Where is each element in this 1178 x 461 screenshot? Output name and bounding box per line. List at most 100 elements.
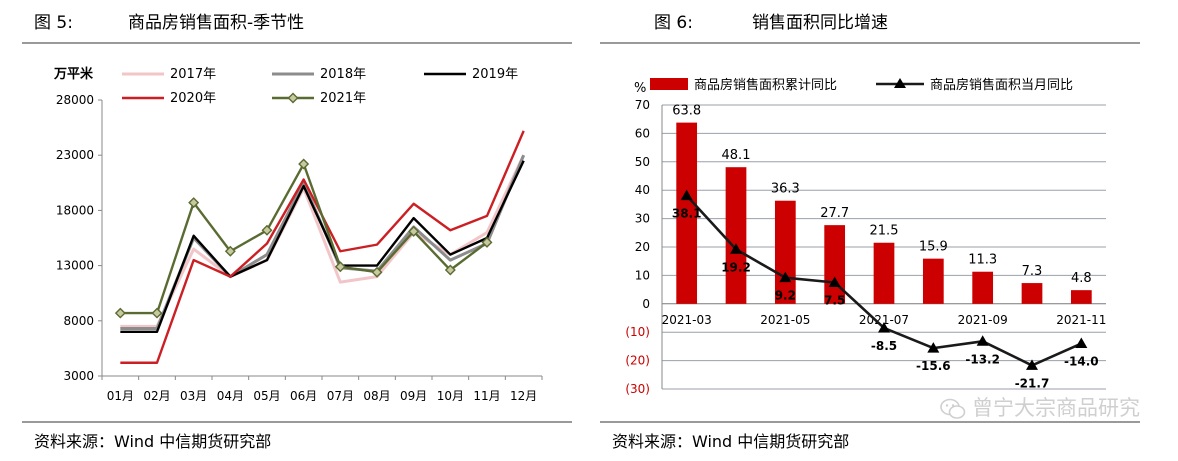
y-tick-label: 3000 [63, 369, 94, 383]
line-point [779, 271, 792, 283]
y-tick-label: 23000 [56, 148, 94, 162]
y-tick-label: 20 [635, 240, 650, 254]
x-tick-label: 2021-05 [760, 313, 810, 327]
series-point [298, 158, 310, 170]
x-tick-label: 10月 [437, 389, 464, 403]
seasonal-line-chart: 万平米 3000 8000 13000 18000 23000 28000 01月 02月 03月… [53, 66, 543, 403]
line-data-label: 19.2 [721, 260, 751, 274]
line-point [927, 342, 940, 353]
line-data-label: 9.2 [775, 289, 796, 303]
y-tick-label: 70 [635, 98, 650, 112]
bar-data-label: 63.8 [672, 104, 701, 119]
series-point [261, 224, 273, 236]
x-tick-label: 2021-09 [958, 313, 1008, 327]
right-source-note: 资料来源：Wind 中信期货研究部 [612, 432, 850, 451]
watermark-text: 曾宁大宗商品研究 [972, 396, 1140, 420]
x-tick-label: 11月 [473, 389, 500, 403]
legend-label: 商品房销售面积累计同比 [694, 77, 837, 93]
line-point [828, 276, 841, 287]
x-tick-label: 08月 [363, 389, 390, 403]
bar [1070, 290, 1092, 304]
y-tick-label: 0 [642, 297, 650, 311]
x-tick-label: 09月 [400, 389, 427, 403]
bar-data-label: 11.3 [968, 253, 997, 268]
series-point [371, 266, 383, 278]
series-point [224, 245, 236, 257]
legend-label: 2019年 [472, 67, 518, 82]
series-point [188, 197, 200, 209]
bar [972, 271, 994, 304]
x-tick-label: 04月 [217, 389, 244, 403]
series-point [444, 264, 456, 276]
series-point [334, 261, 346, 273]
legend-marker [287, 92, 299, 104]
right-figure-title: 销售面积同比增速 [752, 13, 888, 33]
x-tick-label: 03月 [180, 389, 207, 403]
right-figure-number: 图 6: [654, 13, 693, 33]
left-top-rule [22, 42, 572, 44]
legend-marker [894, 78, 906, 88]
bar-data-label: 27.7 [820, 206, 849, 221]
y-tick-label: 40 [635, 183, 650, 197]
bar [1021, 283, 1043, 304]
y-tick-label: 60 [635, 126, 650, 140]
line-data-label: -15.6 [916, 359, 951, 373]
bar-data-label: 7.3 [1022, 264, 1043, 279]
series-point [408, 225, 420, 237]
y-tick-label: 28000 [56, 93, 94, 107]
y-tick-label: (30) [625, 382, 650, 396]
y-tick-label: 13000 [56, 259, 94, 273]
x-tick-label: 07月 [327, 389, 354, 403]
x-tick-label: 05月 [253, 389, 280, 403]
line-point [730, 243, 742, 254]
line-point [1026, 359, 1038, 370]
bar-data-label: 36.3 [771, 182, 800, 197]
series-line [120, 160, 525, 334]
y-tick-label: (10) [625, 325, 650, 339]
bar-data-label: 21.5 [870, 224, 899, 239]
right-top-rule [600, 42, 1140, 44]
bar [922, 258, 944, 304]
watermark: 曾宁大宗商品研究 [940, 392, 1140, 422]
y-tick-label: 30 [635, 212, 650, 226]
line-data-label: -8.5 [871, 339, 897, 353]
line-data-label: 38.1 [672, 207, 702, 221]
legend-label: 2021年 [320, 91, 366, 106]
line-point [680, 189, 693, 201]
right-figure: 图 6: 销售面积同比增速 % (30) (20) (10) 0 10 20 30 40 50 60… [590, 0, 1178, 461]
bar-data-label: 4.8 [1071, 271, 1092, 286]
legend-label: 2018年 [320, 67, 366, 82]
bar [824, 225, 846, 304]
series-point [151, 307, 163, 319]
y-tick-label: 10 [635, 268, 650, 282]
bar [676, 122, 698, 304]
line-point [1075, 337, 1088, 349]
left-figure: 图 5: 商品房销售面积-季节性 万平米 3000 8000 13000 18000 23… [0, 0, 580, 461]
line-data-label: 7.5 [824, 294, 845, 308]
bar-data-label: 15.9 [919, 240, 948, 255]
legend-swatch [650, 78, 688, 90]
left-bottom-rule [22, 421, 572, 423]
y-tick-label: 18000 [56, 203, 94, 217]
x-tick-label: 01月 [107, 389, 134, 403]
left-figure-number: 图 5: [34, 13, 73, 33]
line-data-label: -14.0 [1064, 355, 1099, 369]
line-point [878, 321, 890, 333]
bar [725, 167, 747, 304]
series-point [481, 236, 493, 248]
left-figure-title: 商品房销售面积-季节性 [128, 13, 305, 33]
y-axis-unit: % [634, 81, 646, 96]
right-bottom-rule [600, 421, 1140, 423]
series-point [114, 307, 126, 319]
x-tick-label: 12月 [510, 389, 537, 403]
legend-label: 商品房销售面积当月同比 [930, 77, 1073, 93]
line-data-label: -21.7 [1015, 376, 1050, 390]
bar-data-label: 48.1 [722, 148, 751, 163]
x-tick-label: 2021-11 [1056, 313, 1106, 327]
x-tick-label: 2021-03 [662, 313, 712, 327]
line-data-label: -13.2 [965, 352, 1000, 366]
wechat-icon [940, 398, 966, 419]
y-tick-label: (20) [625, 354, 650, 368]
left-source-note: 资料来源：Wind 中信期货研究部 [34, 432, 272, 451]
bar [873, 242, 895, 304]
